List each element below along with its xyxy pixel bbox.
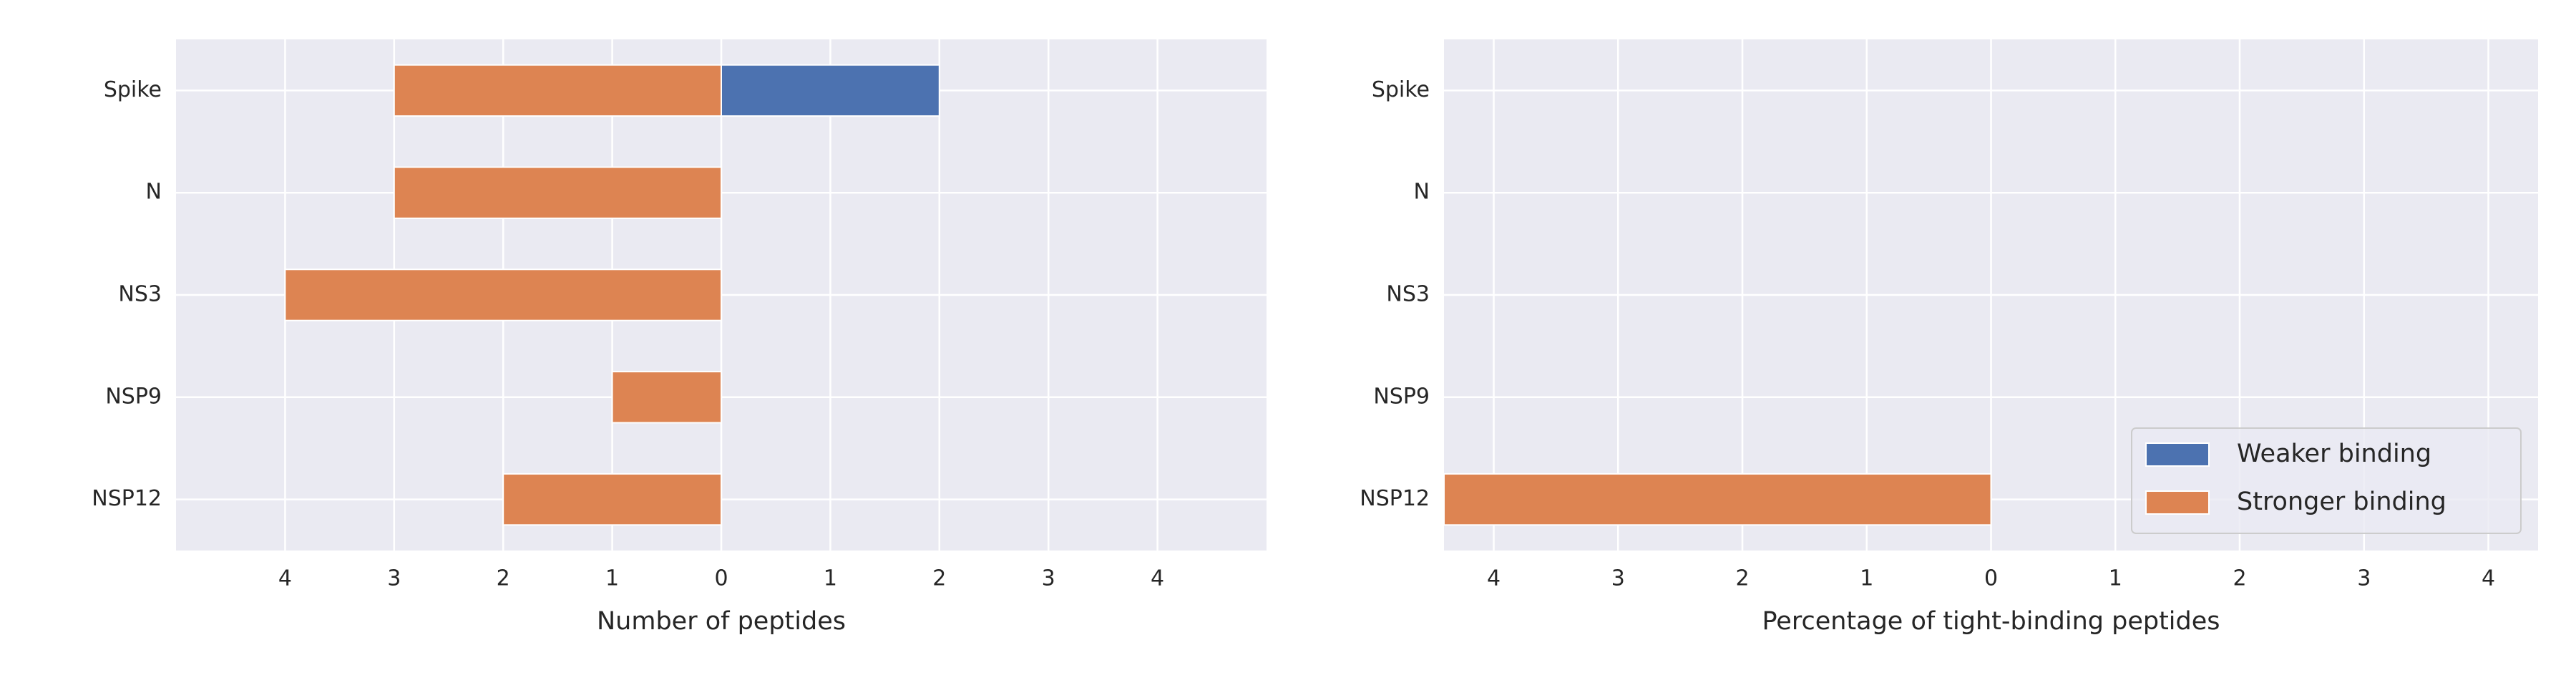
subplot: 4 3 2 1 0 1 2 3 4 Spike N NS3 NSP9 NSP12 Percentage of… <box>1360 39 2538 636</box>
bar <box>284 268 722 321</box>
x-tick-label: 2 <box>2233 566 2246 591</box>
bar <box>611 371 722 424</box>
x-tick-label: 1 <box>1860 566 1873 591</box>
x-tick-label: 4 <box>1151 566 1164 591</box>
x-tick-label: 4 <box>1487 566 1501 591</box>
y-tick-label: NS3 <box>118 282 162 307</box>
y-tick-label: Spike <box>104 77 162 102</box>
y-tick-label: NSP9 <box>1373 384 1430 409</box>
legend: Weaker binding Stronger binding <box>2131 427 2522 534</box>
x-tick-label: 4 <box>278 566 292 591</box>
legend-box <box>2131 427 2522 534</box>
x-tick-label: 3 <box>1042 566 1055 591</box>
x-tick-label: 2 <box>497 566 510 591</box>
x-tick-label: 1 <box>824 566 837 591</box>
x-tick-label: 1 <box>605 566 619 591</box>
x-tick-label: 3 <box>387 566 401 591</box>
legend-label: Weaker binding <box>2237 440 2431 468</box>
x-axis-label: Number of peptides <box>597 607 846 636</box>
y-tick-label: NSP9 <box>105 384 162 409</box>
x-tick-label: 2 <box>1735 566 1749 591</box>
x-tick-label: 3 <box>2357 566 2371 591</box>
bar <box>393 64 722 117</box>
y-tick-label: NSP12 <box>1360 486 1430 511</box>
x-tick-label: 2 <box>932 566 946 591</box>
x-tick-label: 0 <box>714 566 728 591</box>
y-tick-label: NSP12 <box>92 486 162 511</box>
y-tick-label: NS3 <box>1386 282 1430 307</box>
x-tick-label: 3 <box>1611 566 1625 591</box>
legend-swatch <box>2145 442 2210 467</box>
y-tick-label: Spike <box>1372 77 1430 102</box>
y-tick-label: N <box>146 180 162 205</box>
bar <box>1443 472 1992 526</box>
subplot: 4 3 2 1 0 1 2 3 4 Spike N NS3 NSP9 NSP12 Number of pep… <box>92 39 1267 636</box>
bar <box>393 166 722 219</box>
y-tick-label: N <box>1414 180 1430 205</box>
x-tick-label: 1 <box>2109 566 2122 591</box>
legend-label: Stronger binding <box>2237 488 2446 516</box>
legend-swatch <box>2145 490 2210 515</box>
x-tick-label: 0 <box>1984 566 1998 591</box>
bar <box>502 472 722 526</box>
x-tick-label: 4 <box>2482 566 2495 591</box>
x-axis-label: Percentage of tight-binding peptides <box>1762 607 2220 636</box>
bar <box>721 64 940 117</box>
